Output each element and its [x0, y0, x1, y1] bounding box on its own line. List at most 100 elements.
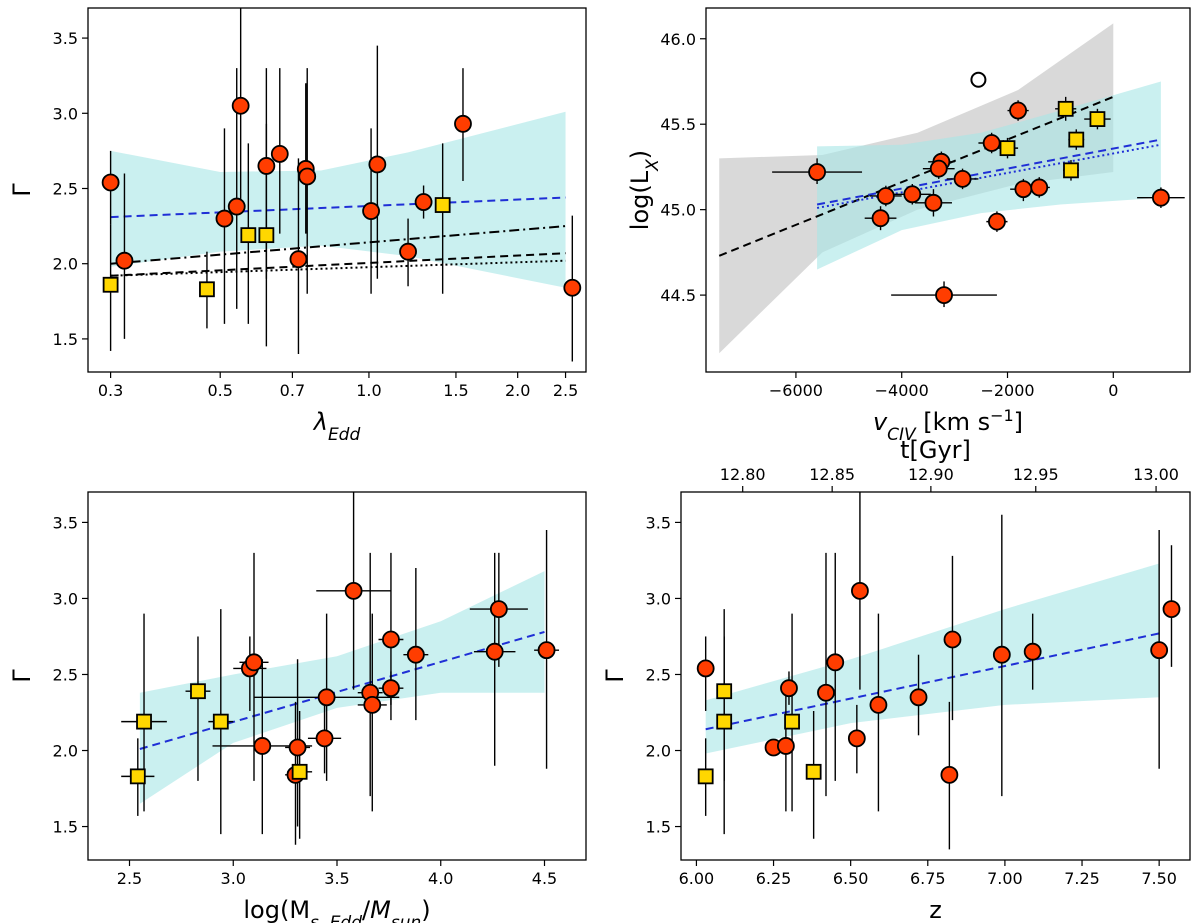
fit-line-black-dashed: [718, 95, 1114, 257]
data-point-square: [716, 713, 733, 730]
data-point-circle: [317, 688, 336, 707]
data-point-circle: [871, 209, 890, 228]
panel-p1: 0.3 0.5 0.7 1.0 1.5 2.0 2.5 1.5 2.0 2.5 3.0 3.5 λEdd…: [8, 7, 587, 445]
x-tick-label: 3.0: [221, 869, 246, 888]
data-point-circle: [362, 202, 380, 220]
data-point-circle: [227, 197, 246, 216]
top-x-tick-label: 12.85: [809, 465, 855, 484]
x-tick-label: 6.50: [833, 869, 869, 888]
data-point-square: [190, 683, 206, 700]
x-tick-label: 7.50: [1141, 869, 1177, 888]
data-point-circle: [537, 641, 556, 660]
y-tick-label: 2.5: [646, 665, 671, 684]
y-tick-label: 1.5: [646, 818, 671, 837]
data-layer-p1: [101, 8, 582, 362]
y-tick-label: 45.0: [660, 201, 696, 220]
panel-p4: 6.00 6.25 6.50 6.75 7.00 7.25 7.50 1.5 2.0 2.5 3.0…: [601, 436, 1191, 923]
data-point-circle: [368, 155, 387, 174]
y-tick-label: 3.0: [646, 589, 671, 608]
data-layer-p4: [696, 492, 1181, 850]
data-point-circle: [288, 738, 307, 757]
x-axis-label: vCIV [km s−1]: [873, 406, 1023, 446]
data-point-square: [240, 227, 257, 244]
data-point-circle: [1150, 641, 1169, 660]
x-tick-label: 4.0: [428, 869, 453, 888]
data-point-circle: [780, 679, 798, 698]
data-point-circle: [943, 630, 962, 649]
data-point-circle: [992, 645, 1011, 664]
x-tick-label: 1.0: [356, 381, 381, 400]
y-axis-label: Γ: [8, 669, 36, 683]
data-point-square: [102, 276, 119, 293]
x-tick-label: 7.00: [987, 869, 1023, 888]
data-point-square: [999, 140, 1016, 157]
data-point-circle: [298, 167, 317, 186]
confidence-band: [817, 81, 1161, 270]
data-point-square: [784, 713, 800, 730]
x-tick-label: 6.25: [756, 869, 792, 888]
axes-frame: [87, 7, 587, 373]
top-x-tick-label: 12.95: [1013, 465, 1059, 484]
y-tick-label: 3.0: [53, 104, 78, 123]
fit-line-blue-dashed: [110, 196, 566, 219]
data-point-square: [716, 683, 733, 700]
data-point-square: [1068, 131, 1085, 148]
data-point-circle: [953, 169, 972, 188]
data-layer-p3: [121, 492, 560, 845]
top-x-tick-label: 12.90: [908, 465, 954, 484]
data-point-circle: [903, 185, 922, 204]
data-point-circle: [344, 581, 363, 600]
x-tick-label: 6.75: [910, 869, 946, 888]
x-axis-label: λEdd: [312, 408, 361, 445]
data-point-circle: [1030, 178, 1049, 197]
data-point-circle: [808, 163, 826, 181]
data-point-circle: [1014, 180, 1033, 199]
confidence-band: [110, 111, 566, 288]
x-tick-label: 7.25: [1064, 869, 1100, 888]
data-point-circle: [1023, 642, 1042, 661]
data-point-square: [199, 281, 215, 298]
fit-line-black-dashdot: [110, 225, 566, 265]
confidence-band: [139, 571, 545, 804]
data-point-circle: [563, 278, 582, 297]
data-point-circle: [101, 173, 120, 192]
data-point-circle: [414, 193, 433, 211]
y-tick-label: 1.5: [53, 330, 78, 349]
top-x-axis-label: t[Gyr]: [900, 436, 971, 464]
fit-line-blue-dotted: [816, 143, 1162, 209]
top-x-tick-label: 13.00: [1133, 465, 1179, 484]
confidence-band: [705, 563, 1160, 754]
y-axis-label: Γ: [8, 183, 36, 197]
data-point-circle: [929, 159, 948, 178]
data-point-circle: [935, 286, 953, 304]
y-tick-label: 2.0: [53, 255, 78, 274]
data-point-circle: [257, 157, 276, 175]
data-point-open: [970, 71, 987, 88]
x-tick-label: 0: [1108, 381, 1118, 400]
y-tick-label: 3.0: [53, 589, 78, 608]
x-tick-label: 0.5: [207, 381, 232, 400]
data-point-circle: [1162, 600, 1181, 618]
data-point-circle: [847, 729, 866, 748]
data-point-circle: [489, 600, 508, 618]
y-tick-label: 46.0: [660, 30, 696, 49]
y-axis-label: log(LX): [626, 150, 663, 230]
panel-p2: −6000 −4000 −2000 0 44.5 45.0 45.5 46.0 vCIV [km…: [626, 7, 1191, 446]
data-point-circle: [289, 250, 308, 269]
data-point-circle: [382, 630, 400, 649]
axes-frame: [705, 7, 1191, 373]
y-tick-label: 2.0: [53, 742, 78, 761]
y-tick-label: 3.5: [53, 513, 78, 532]
x-tick-label: 2.0: [505, 381, 530, 400]
data-point-circle: [826, 653, 845, 672]
fit-line-black-dashed: [110, 252, 566, 277]
data-point-circle: [315, 729, 334, 748]
x-tick-label: 3.5: [324, 869, 349, 888]
data-point-square: [1063, 162, 1079, 179]
data-point-circle: [909, 688, 928, 707]
data-point-circle: [1152, 188, 1170, 207]
data-point-circle: [851, 581, 869, 600]
x-tick-label: 0.7: [280, 381, 305, 400]
x-tick-label: 1.5: [443, 381, 468, 400]
x-tick-label: 6.00: [679, 869, 715, 888]
